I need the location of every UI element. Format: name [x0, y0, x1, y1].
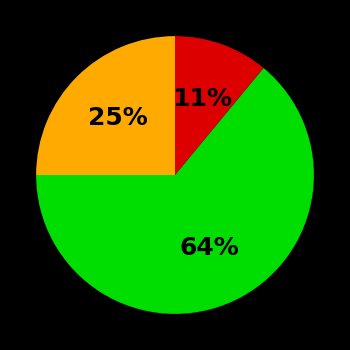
- Wedge shape: [36, 36, 175, 175]
- Wedge shape: [36, 68, 314, 314]
- Text: 25%: 25%: [88, 106, 148, 130]
- Text: 11%: 11%: [172, 87, 232, 111]
- Wedge shape: [175, 36, 264, 175]
- Text: 64%: 64%: [180, 236, 239, 260]
